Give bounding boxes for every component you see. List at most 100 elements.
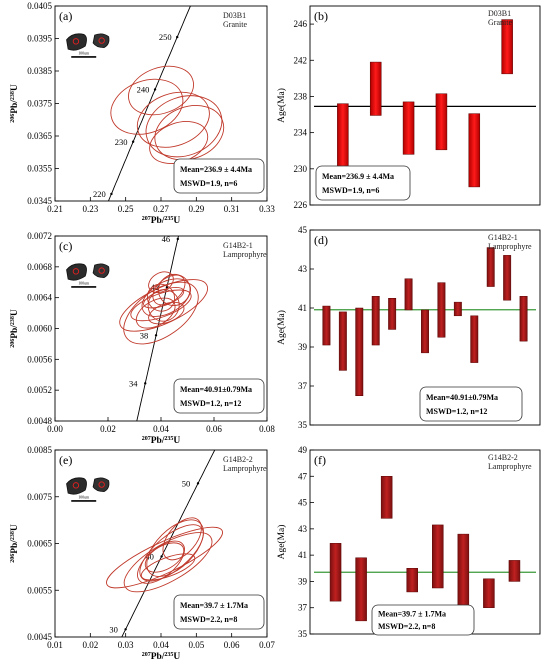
zircon-grain [66, 263, 87, 281]
x-tick-label: 0.06 [206, 424, 222, 434]
age-error-bar [457, 533, 470, 615]
sample-name: D03B1 [223, 11, 246, 20]
y-tick-label: 0.0385 [27, 66, 52, 76]
y-tick-label: 0.0375 [27, 99, 52, 109]
error-ellipse [154, 105, 225, 161]
sample-name: D03B1 [488, 9, 511, 18]
age-error-bar [519, 296, 528, 342]
x-tick-label: 0.07 [259, 640, 275, 650]
concordia-age-label: 38 [140, 330, 149, 340]
stats-mswd: MSWD=1.2, n=12 [180, 399, 241, 408]
error-ellipse [139, 524, 204, 582]
rock-type: Granite [223, 20, 247, 29]
concordia-age-label: 240 [137, 84, 150, 94]
y-tick-label: 0.0048 [27, 416, 52, 426]
x-tick-label: 0.01 [47, 640, 63, 650]
age-error-bar [435, 93, 448, 151]
concordia-age-mark [144, 382, 147, 385]
y-tick-label: 39 [298, 576, 308, 586]
concordia-age-mark [131, 140, 135, 143]
rock-type: Granite [488, 18, 512, 27]
y-tick-label: 238 [294, 91, 308, 101]
age-error-bar [355, 557, 367, 622]
rock-type: Lamprophyre [488, 242, 532, 251]
concordia-age-mark [154, 334, 158, 337]
age-error-bar [470, 315, 479, 363]
error-ellipse [148, 301, 185, 325]
y-tick-label: 35 [298, 420, 308, 430]
age-error-bar [453, 301, 462, 317]
y-tick-label: 226 [294, 200, 308, 210]
y-tick-label: 0.0056 [27, 354, 52, 364]
error-ellipse [130, 289, 192, 322]
y-axis-label: 206Pb/238U [10, 524, 20, 563]
y-tick-label: 0.0052 [27, 385, 52, 395]
y-axis-label: Age(Ma) [276, 310, 287, 345]
y-tick-label: 37 [298, 603, 308, 613]
age-error-bar [503, 255, 512, 301]
error-ellipse [162, 517, 202, 561]
x-tick-label: 0.04 [153, 640, 169, 650]
age-error-bar [329, 543, 342, 602]
y-tick-label: 0.0075 [27, 492, 52, 502]
age-error-bar [468, 113, 481, 188]
scale-bar-label: 100um [78, 52, 89, 56]
concordia-age-label: 34 [129, 378, 138, 388]
y-tick-label: 0.0065 [27, 539, 52, 549]
scale-bar-label: 100um [78, 496, 89, 500]
concordia-age-mark [196, 482, 200, 485]
y-tick-label: 39 [298, 342, 308, 352]
concordia-age-label: 230 [115, 137, 128, 147]
panel-label: (c) [59, 239, 72, 253]
stats-mean: Mean=39.7 ± 1.7Ma [378, 609, 446, 618]
panel-f: 35 37 39 41 43 45 47 49 Age(Ma) (f) G14B2-2Lamprop… [276, 445, 541, 639]
y-tick-label: 41 [298, 303, 307, 313]
stats-mswd: MSWD=2.2, n=8 [180, 615, 237, 624]
panel-e: 30 40 50 0.01 0.02 0.03 0.04 0.05 0.06 0.07 0.0045… [10, 445, 275, 662]
panel-label: (b) [314, 9, 328, 23]
x-axis-label: 207Pb/235U [142, 216, 181, 226]
x-tick-label: 0.02 [100, 424, 116, 434]
error-ellipse [128, 65, 194, 116]
zircon-spot [72, 482, 80, 489]
y-tick-label: 0.0405 [27, 1, 52, 11]
stats-box [371, 604, 475, 636]
zircon-grain [92, 263, 110, 278]
y-tick-label: 0.0395 [27, 34, 52, 44]
zircon-cl-inset: 100um [66, 477, 110, 502]
zircon-grain [66, 477, 87, 495]
y-tick-label: 0.0064 [27, 293, 52, 303]
age-error-bar [421, 309, 429, 354]
zircon-spot [72, 268, 80, 275]
x-tick-label: 0.03 [118, 640, 134, 650]
x-axis-label: 207Pb/235U [142, 652, 181, 662]
age-error-bar [380, 476, 393, 519]
age-error-bar [508, 560, 521, 582]
y-tick-label: 0.0060 [27, 324, 52, 334]
plot-frame [309, 229, 541, 426]
error-ellipse [145, 95, 223, 158]
age-error-bar [406, 568, 418, 593]
zircon-cl-inset: 100um [66, 33, 110, 58]
y-tick-label: 47 [298, 471, 308, 481]
sample-name: G14B2-2 [223, 455, 253, 464]
error-ellipse [137, 540, 185, 584]
x-tick-label: 0.29 [188, 204, 204, 214]
x-tick-label: 0.25 [118, 204, 134, 214]
y-tick-label: 0.0085 [27, 445, 52, 455]
x-tick-label: 0.00 [47, 424, 63, 434]
y-tick-label: 37 [298, 381, 308, 391]
y-tick-label: 35 [298, 629, 308, 639]
age-error-bar [371, 296, 380, 346]
x-tick-label: 0.04 [153, 424, 169, 434]
sample-name: G14B2-2 [488, 453, 518, 462]
concordia-age-mark [153, 88, 157, 91]
plot-area: 30 40 50 [106, 450, 223, 637]
age-error-bar [369, 61, 382, 116]
zircon-spot [98, 481, 105, 488]
y-tick-label: 0.0068 [27, 262, 52, 272]
y-tick-label: 0.0345 [27, 196, 52, 206]
y-tick-label: 45 [298, 498, 308, 508]
